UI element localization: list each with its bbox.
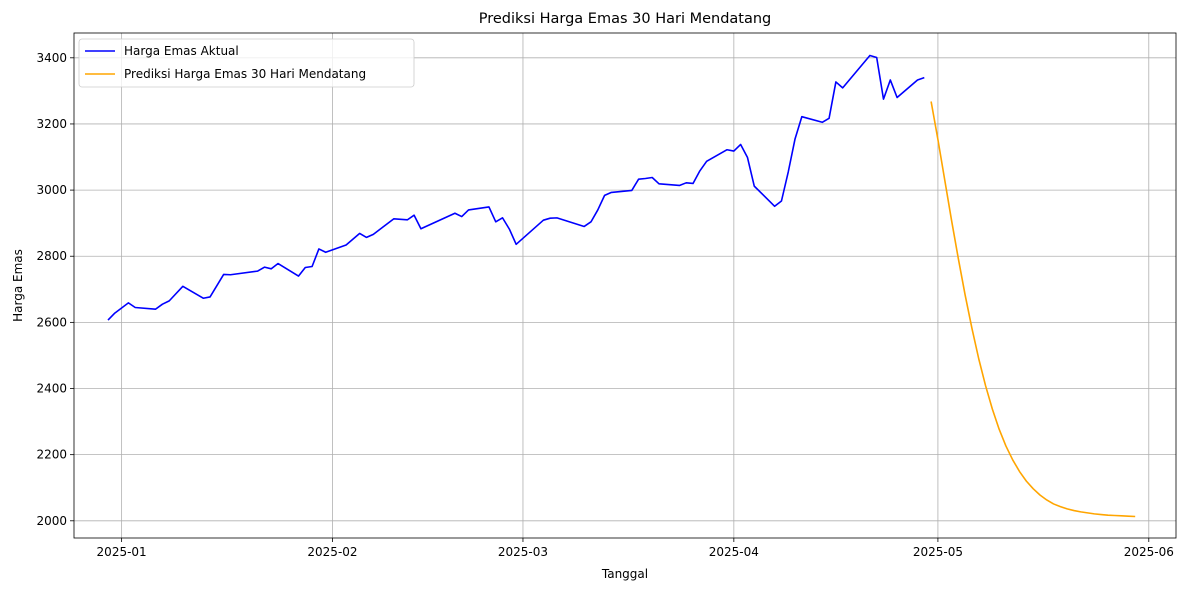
legend-label-actual: Harga Emas Aktual [124,44,239,58]
y-tick-label: 2000 [36,514,67,528]
series-line-actual [107,54,925,321]
y-tick-label: 3200 [36,117,67,131]
y-tick-label: 2600 [36,315,67,329]
legend-label-prediction: Prediksi Harga Emas 30 Hari Mendatang [124,67,366,81]
legend: Harga Emas Aktual Prediksi Harga Emas 30… [78,38,415,88]
y-tick-label: 3000 [36,183,67,197]
y-tick-label: 3400 [36,51,67,65]
series-lines [107,54,1136,518]
x-tick-label: 2025-01 [97,545,147,559]
chart-title: Prediksi Harga Emas 30 Hari Mendatang [479,11,772,27]
y-tick-label: 2200 [36,448,67,462]
x-tick-label: 2025-03 [498,545,548,559]
series-line-prediction [930,101,1136,518]
x-tick-label: 2025-04 [709,545,759,559]
legend-box [78,38,415,88]
x-tick-label: 2025-05 [913,545,963,559]
y-tick-label: 2800 [36,249,67,263]
axis-ticks: 2025-01 2025-02 2025-03 2025-04 2025-05 2025-… [36,51,1173,559]
grid [74,33,1176,538]
x-tick-label: 2025-02 [307,545,357,559]
y-tick-label: 2400 [36,382,67,396]
y-axis-label: Harga Emas [11,249,25,322]
x-axis-label: Tanggal [601,567,648,581]
x-tick-label: 2025-06 [1124,545,1174,559]
plot-frame [73,32,1177,539]
